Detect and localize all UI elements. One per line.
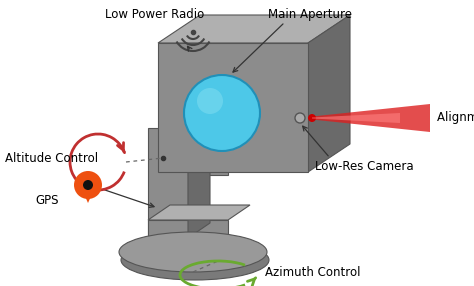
Polygon shape: [312, 113, 400, 123]
Circle shape: [197, 88, 223, 114]
Polygon shape: [148, 220, 228, 238]
Polygon shape: [188, 128, 228, 175]
Polygon shape: [158, 15, 350, 43]
Text: Low-Res Camera: Low-Res Camera: [315, 160, 414, 173]
Polygon shape: [188, 113, 210, 238]
Text: Alignment Laser: Alignment Laser: [437, 112, 474, 124]
Ellipse shape: [119, 232, 267, 272]
Circle shape: [308, 114, 316, 122]
Circle shape: [295, 113, 305, 123]
Polygon shape: [148, 205, 250, 220]
Polygon shape: [158, 43, 308, 172]
Polygon shape: [80, 185, 96, 203]
Circle shape: [83, 180, 93, 190]
Text: Azimuth Control: Azimuth Control: [265, 265, 361, 279]
Text: Altitude Control: Altitude Control: [5, 152, 98, 164]
Circle shape: [184, 75, 260, 151]
Text: Low Power Radio: Low Power Radio: [105, 8, 205, 21]
Text: GPS: GPS: [35, 194, 58, 206]
Polygon shape: [308, 15, 350, 172]
Polygon shape: [148, 128, 188, 238]
Ellipse shape: [121, 240, 269, 280]
Polygon shape: [312, 104, 430, 132]
Text: Main Aperture: Main Aperture: [268, 8, 352, 21]
Circle shape: [74, 171, 102, 199]
